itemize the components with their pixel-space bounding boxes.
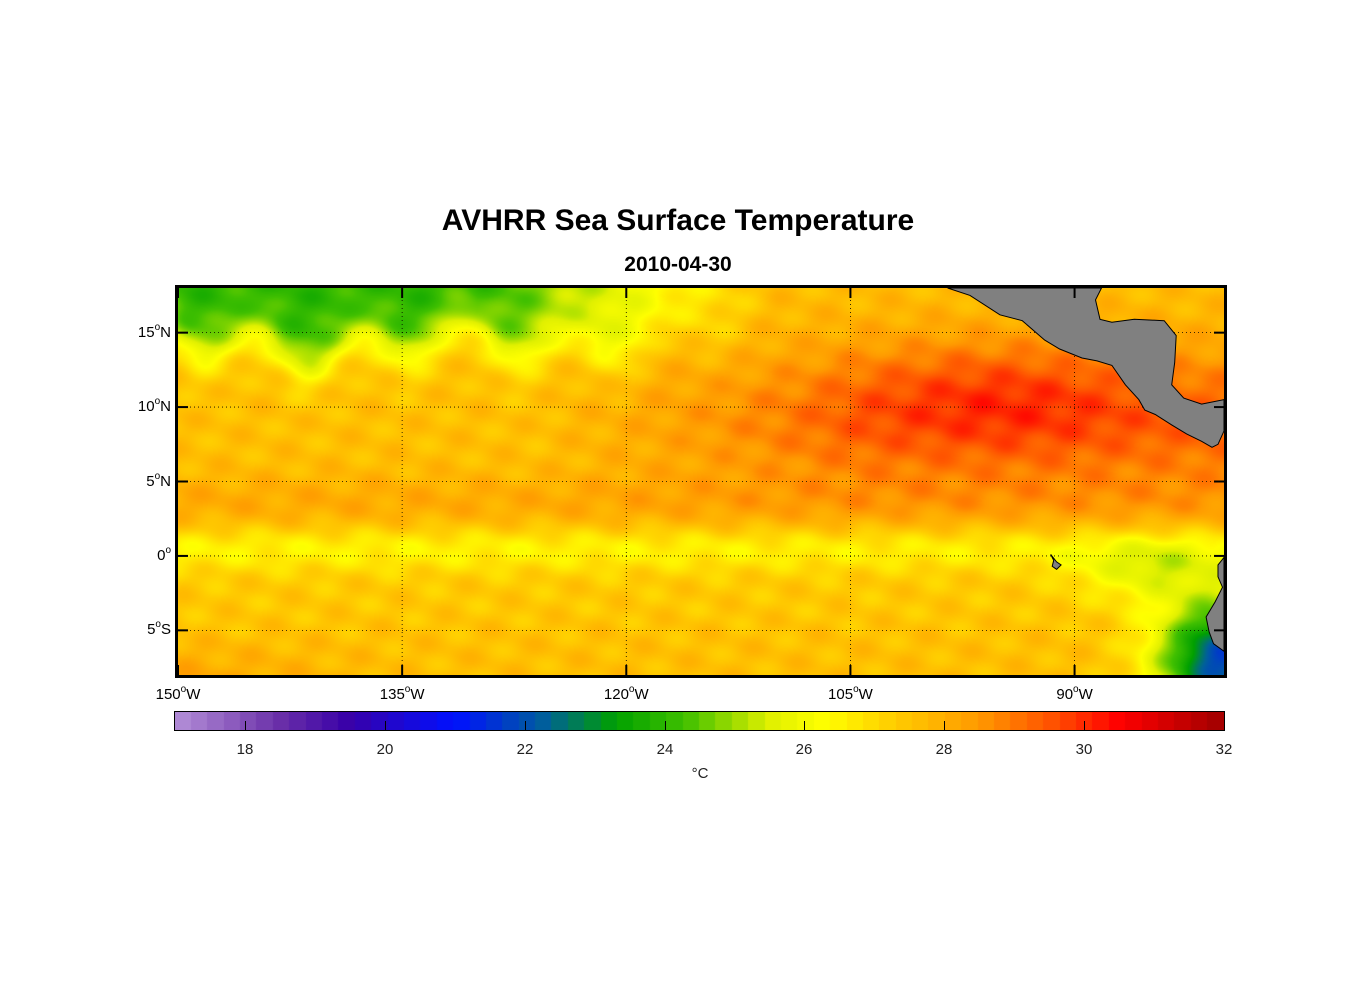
map-overlay [178,288,1224,675]
colorbar-tick-label: 18 [236,741,254,758]
degree-symbol: o [154,470,161,482]
tick-value: 150 [155,686,181,703]
lat-label: 15oN [138,322,171,341]
lat-label: 5oS [147,619,171,638]
colorbar-tickmark [1224,721,1225,730]
colorbar-tickmark [525,721,526,730]
colorbar-gradient [175,712,1224,730]
chart-title: AVHRR Sea Surface Temperature [441,204,915,237]
lon-label: 135oW [380,684,425,703]
lat-label: 5oN [146,471,171,490]
colorbar-tick-label: 20 [376,741,394,758]
central-america-land [947,288,1224,448]
colorbar-tick-label: 32 [1215,741,1233,758]
colorbar-tickmark [385,721,386,730]
frame-ticks [178,288,1224,675]
colorbar-unit: °C [691,765,709,782]
chart-subtitle: 2010-04-30 [624,253,732,276]
hemisphere: W [410,686,425,703]
lon-label: 150oW [156,684,201,703]
hemisphere: W [634,686,649,703]
degree-symbol: o [1073,684,1079,695]
colorbar-tick-label: 22 [516,741,534,758]
colorbar-tickmark [1084,721,1085,730]
colorbar [174,711,1225,731]
lon-label: 105oW [828,684,873,703]
tick-value: 0 [157,546,166,564]
lon-label: 90oW [1056,684,1092,703]
tick-value: 10 [137,398,155,416]
degree-symbol: o [404,684,411,695]
degree-symbol: o [155,619,161,631]
galapagos-island [1050,554,1062,570]
colorbar-tickmark [245,721,246,730]
lat-label: 0o [157,545,171,564]
colorbar-tickmark [804,721,805,730]
tick-value: 90 [1056,686,1074,703]
hemisphere: W [858,686,873,703]
degree-symbol: o [853,684,859,695]
degree-symbol: o [154,321,161,333]
lat-label: 10oN [138,396,171,415]
lon-label: 120oW [604,684,649,703]
colorbar-tickmark [665,721,666,730]
sst-field [178,288,1224,675]
land-mass [947,288,1224,652]
hemisphere: N [160,398,171,416]
colorbar-tick-label: 28 [935,741,953,758]
degree-symbol: o [628,684,635,695]
degree-symbol: o [180,684,187,695]
hemisphere: N [160,323,171,341]
colorbar-tick-label: 24 [656,741,674,758]
degree-symbol: o [154,396,161,408]
tick-value: 105 [828,686,854,703]
hemisphere: W [1078,686,1093,703]
tick-value: 15 [137,323,155,341]
colorbar-tick-label: 26 [795,741,813,758]
colorbar-tickmark [944,721,945,730]
sst-map [175,285,1227,678]
hemisphere: S [160,621,171,639]
south-america-land [1205,556,1224,652]
tick-value: 5 [146,472,155,490]
tick-value: 135 [379,686,405,703]
hemisphere: N [160,472,171,490]
hemisphere: W [186,686,201,703]
degree-symbol: o [165,544,171,556]
tick-value: 5 [147,621,156,639]
colorbar-tick-label: 30 [1075,741,1093,758]
tick-value: 120 [603,686,629,703]
